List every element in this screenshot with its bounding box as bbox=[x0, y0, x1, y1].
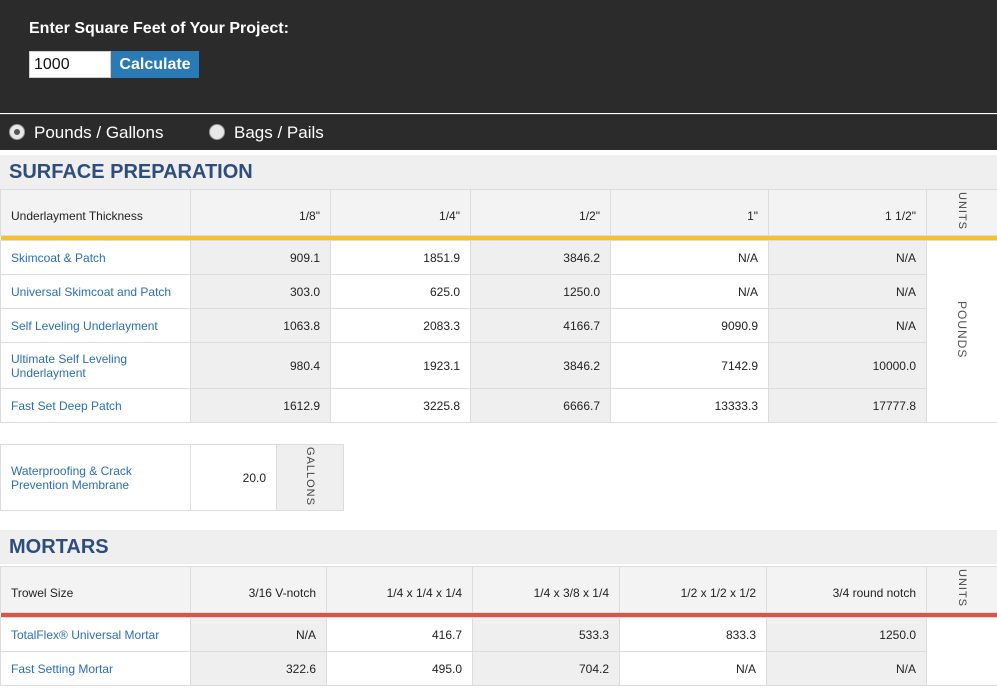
product-link[interactable]: Fast Setting Mortar bbox=[0, 651, 191, 686]
table-cell: 6666.7 bbox=[470, 388, 611, 423]
product-link[interactable]: Self Leveling Underlayment bbox=[0, 308, 191, 343]
table-cell: 1612.9 bbox=[190, 388, 331, 423]
bags-pails-radio[interactable] bbox=[209, 124, 225, 140]
table-row: Self Leveling Underlayment 1063.8 2083.3… bbox=[0, 308, 997, 343]
table-cell: 9090.9 bbox=[610, 308, 769, 343]
product-link[interactable]: TotalFlex® Universal Mortar bbox=[0, 617, 191, 652]
table-row: Skimcoat & Patch 909.1 1851.9 3846.2 N/A… bbox=[0, 240, 997, 423]
table-header-row: Underlayment Thickness 1/8" 1/4" 1/2" 1"… bbox=[0, 189, 997, 236]
table-cell: 4166.7 bbox=[470, 308, 611, 343]
table-cell: N/A bbox=[766, 651, 927, 686]
bags-pails-label[interactable]: Bags / Pails bbox=[234, 123, 324, 142]
table-cell: 1063.8 bbox=[190, 308, 331, 343]
table-row: Waterproofing & Crack Prevention Membran… bbox=[0, 444, 344, 511]
table-cell: 20.0 bbox=[190, 444, 277, 511]
table-cell: 303.0 bbox=[190, 274, 331, 309]
column-header: 3/4 round notch bbox=[766, 566, 927, 613]
table-cell: 833.3 bbox=[619, 617, 767, 652]
column-header: 1/2 x 1/2 x 1/2 bbox=[619, 566, 767, 613]
sqft-label: Enter Square Feet of Your Project: bbox=[29, 20, 289, 37]
units-cell bbox=[926, 617, 997, 686]
accent-bar bbox=[0, 612, 997, 618]
pounds-gallons-label[interactable]: Pounds / Gallons bbox=[34, 123, 164, 142]
product-link[interactable]: Universal Skimcoat and Patch bbox=[0, 274, 191, 309]
table-cell: 704.2 bbox=[472, 651, 620, 686]
table-cell: 533.3 bbox=[472, 617, 620, 652]
membrane-table: Waterproofing & Crack Prevention Membran… bbox=[0, 444, 344, 511]
product-link[interactable]: Skimcoat & Patch bbox=[0, 240, 191, 275]
table-cell: 3846.2 bbox=[470, 342, 611, 389]
table-row: Fast Set Deep Patch 1612.9 3225.8 6666.7… bbox=[0, 388, 997, 423]
column-header: Underlayment Thickness bbox=[0, 189, 191, 236]
column-header: 1 1/2" bbox=[768, 189, 927, 236]
column-header: 1/4" bbox=[330, 189, 471, 236]
column-header: 1/4 x 3/8 x 1/4 bbox=[472, 566, 620, 613]
column-header: 1/4 x 1/4 x 1/4 bbox=[326, 566, 473, 613]
table-cell: N/A bbox=[610, 274, 769, 309]
table-cell: N/A bbox=[768, 308, 927, 343]
calculate-button[interactable]: Calculate bbox=[111, 51, 199, 78]
table-cell: 2083.3 bbox=[330, 308, 471, 343]
column-header: 1/2" bbox=[470, 189, 611, 236]
units-header: UNITS bbox=[926, 189, 997, 236]
pounds-gallons-radio[interactable] bbox=[9, 124, 25, 140]
table-cell: 1851.9 bbox=[330, 240, 471, 275]
table-cell: 625.0 bbox=[330, 274, 471, 309]
units-cell: POUNDS bbox=[926, 240, 997, 423]
table-header-row: Trowel Size 3/16 V-notch 1/4 x 1/4 x 1/4… bbox=[0, 566, 997, 613]
section-heading: SURFACE PREPARATION bbox=[9, 161, 253, 183]
square-feet-input[interactable] bbox=[29, 51, 111, 78]
table-cell: 416.7 bbox=[326, 617, 473, 652]
table-cell: 3225.8 bbox=[330, 388, 471, 423]
calculator-header: Enter Square Feet of Your Project: Calcu… bbox=[0, 0, 997, 113]
table-cell: 495.0 bbox=[326, 651, 473, 686]
column-header: Trowel Size bbox=[0, 566, 191, 613]
table-cell: N/A bbox=[619, 651, 767, 686]
surface-preparation-title: SURFACE PREPARATION bbox=[0, 155, 997, 189]
table-row: Universal Skimcoat and Patch 303.0 625.0… bbox=[0, 274, 997, 309]
table-cell: N/A bbox=[768, 274, 927, 309]
units-cell: GALLONS bbox=[276, 444, 344, 511]
mortars-table: Trowel Size 3/16 V-notch 1/4 x 1/4 x 1/4… bbox=[0, 566, 997, 686]
table-cell: 322.6 bbox=[190, 651, 327, 686]
column-header: 1" bbox=[610, 189, 769, 236]
table-cell: 1923.1 bbox=[330, 342, 471, 389]
table-cell: N/A bbox=[768, 240, 927, 275]
table-row: Ultimate Self Leveling Underlayment 980.… bbox=[0, 342, 997, 389]
units-toggle-bar: Pounds / Gallons Bags / Pails bbox=[0, 114, 997, 150]
table-cell: N/A bbox=[190, 617, 327, 652]
units-header: UNITS bbox=[926, 566, 997, 613]
product-link[interactable]: Ultimate Self Leveling Underlayment bbox=[0, 342, 191, 389]
table-row: Fast Setting Mortar 322.6 495.0 704.2 N/… bbox=[0, 651, 997, 686]
table-cell: 10000.0 bbox=[768, 342, 927, 389]
product-link[interactable]: Waterproofing & Crack Prevention Membran… bbox=[0, 444, 191, 511]
surface-prep-table: Underlayment Thickness 1/8" 1/4" 1/2" 1"… bbox=[0, 189, 997, 423]
table-cell: N/A bbox=[610, 240, 769, 275]
column-header: 3/16 V-notch bbox=[190, 566, 327, 613]
table-cell: 7142.9 bbox=[610, 342, 769, 389]
mortars-title: MORTARS bbox=[0, 530, 997, 564]
table-row: TotalFlex® Universal Mortar N/A 416.7 53… bbox=[0, 617, 997, 686]
table-cell: 980.4 bbox=[190, 342, 331, 389]
column-header: 1/8" bbox=[190, 189, 331, 236]
table-cell: 17777.8 bbox=[768, 388, 927, 423]
table-cell: 13333.3 bbox=[610, 388, 769, 423]
section-heading: MORTARS bbox=[9, 536, 109, 558]
table-cell: 3846.2 bbox=[470, 240, 611, 275]
table-cell: 1250.0 bbox=[470, 274, 611, 309]
accent-bar bbox=[0, 235, 997, 241]
table-cell: 909.1 bbox=[190, 240, 331, 275]
product-link[interactable]: Fast Set Deep Patch bbox=[0, 388, 191, 423]
table-cell: 1250.0 bbox=[766, 617, 927, 652]
